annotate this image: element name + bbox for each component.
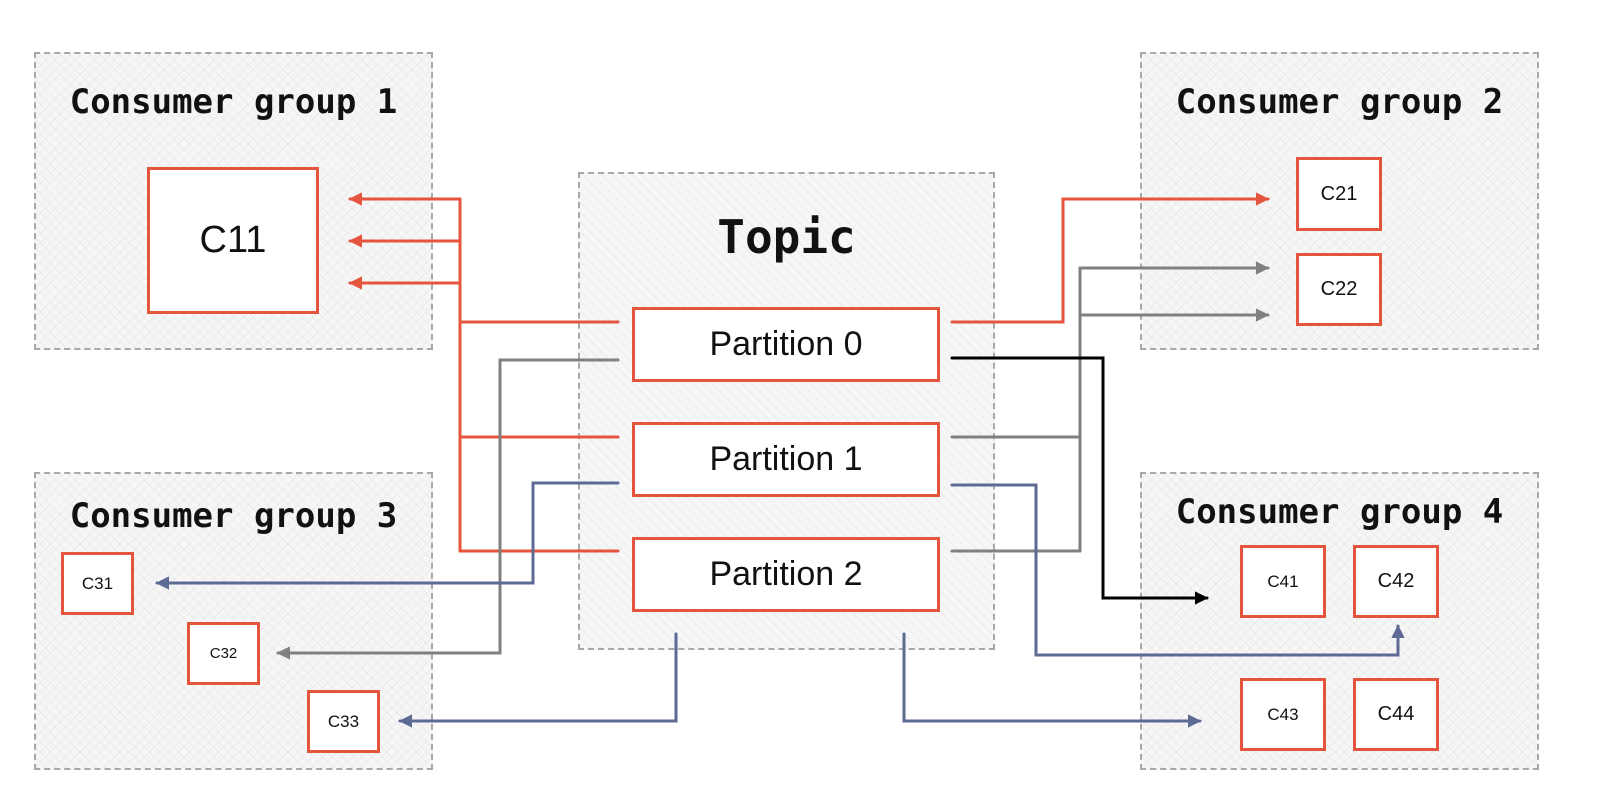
group2-links (276, 261, 1270, 660)
consumer-group-4: Consumer group 4 (1140, 472, 1539, 770)
consumer-c32: C32 (187, 622, 260, 685)
group3-links (155, 481, 1405, 728)
link-p0-c21 (950, 192, 1270, 324)
partition-2: Partition 2 (632, 537, 940, 612)
consumer-group-1-title: Consumer group 1 (69, 82, 398, 122)
consumer-c44: C44 (1353, 678, 1439, 751)
consumer-c22: C22 (1296, 253, 1382, 326)
link-p1-c42 (950, 483, 1405, 657)
consumer-c31: C31 (61, 552, 134, 615)
partition-0: Partition 0 (632, 307, 940, 382)
consumer-c41: C41 (1240, 545, 1326, 618)
group4-links (950, 356, 1209, 605)
link-p0-c32 (276, 358, 620, 660)
link-p2-c43 (902, 632, 1202, 728)
consumer-c43: C43 (1240, 678, 1326, 751)
link-p0-c41 (950, 356, 1209, 605)
consumer-group-3-title: Consumer group 3 (69, 496, 398, 536)
consumer-c11: C11 (147, 167, 319, 314)
consumer-c33: C33 (307, 690, 380, 753)
group1-links (348, 192, 1270, 553)
consumer-c42: C42 (1353, 545, 1439, 618)
partition-1: Partition 1 (632, 422, 940, 497)
link-p1-c31 (155, 481, 620, 590)
consumer-group-4-title: Consumer group 4 (1175, 492, 1504, 532)
consumer-c21: C21 (1296, 157, 1382, 231)
link-p2-c33 (398, 632, 678, 728)
topic-title: Topic (717, 210, 856, 264)
consumer-group-2-title: Consumer group 2 (1175, 82, 1504, 122)
